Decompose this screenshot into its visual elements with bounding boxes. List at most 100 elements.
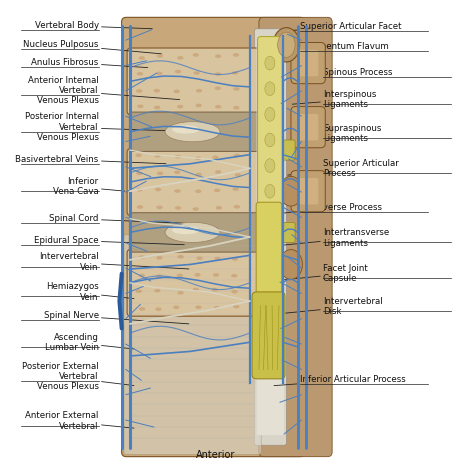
Ellipse shape: [177, 53, 183, 57]
Ellipse shape: [197, 274, 203, 278]
Ellipse shape: [136, 155, 142, 158]
Ellipse shape: [135, 87, 142, 91]
Ellipse shape: [139, 107, 145, 110]
Ellipse shape: [165, 222, 220, 243]
Ellipse shape: [138, 289, 145, 293]
Ellipse shape: [280, 176, 302, 206]
Text: Transverse Process: Transverse Process: [274, 203, 382, 214]
Ellipse shape: [156, 173, 163, 177]
Ellipse shape: [215, 305, 221, 308]
Text: Interspinous
Ligaments: Interspinous Ligaments: [292, 90, 376, 109]
Ellipse shape: [213, 255, 219, 259]
Ellipse shape: [231, 89, 237, 92]
Ellipse shape: [211, 70, 218, 74]
FancyBboxPatch shape: [259, 140, 295, 160]
Ellipse shape: [233, 155, 239, 158]
Ellipse shape: [155, 189, 162, 193]
Ellipse shape: [155, 69, 161, 73]
Ellipse shape: [235, 55, 241, 58]
FancyBboxPatch shape: [256, 202, 282, 309]
FancyBboxPatch shape: [127, 149, 263, 216]
FancyBboxPatch shape: [255, 29, 286, 445]
Ellipse shape: [215, 290, 221, 293]
Text: Epidural Space: Epidural Space: [34, 236, 184, 245]
Ellipse shape: [235, 71, 241, 75]
Ellipse shape: [174, 103, 181, 107]
Ellipse shape: [215, 189, 222, 192]
Ellipse shape: [176, 89, 182, 93]
Ellipse shape: [193, 173, 200, 176]
Text: Posterior External
Vertebral
Venous Plexus: Posterior External Vertebral Venous Plex…: [22, 362, 134, 392]
Ellipse shape: [176, 255, 182, 259]
Text: Facet Joint
Capsule: Facet Joint Capsule: [279, 264, 368, 283]
FancyBboxPatch shape: [259, 222, 295, 243]
Text: Spinous Process: Spinous Process: [292, 68, 392, 77]
Text: Spinal Cord: Spinal Cord: [49, 214, 184, 223]
Ellipse shape: [137, 55, 143, 59]
Ellipse shape: [174, 272, 181, 276]
Ellipse shape: [194, 254, 201, 258]
Ellipse shape: [137, 308, 144, 311]
Text: Inferior
Vena Cava: Inferior Vena Cava: [53, 177, 125, 196]
Ellipse shape: [214, 87, 220, 91]
Ellipse shape: [273, 27, 300, 62]
Ellipse shape: [138, 172, 145, 175]
Ellipse shape: [194, 103, 201, 107]
Text: Anulus Fibrosus: Anulus Fibrosus: [31, 58, 148, 68]
Text: Intertransverse
Ligaments: Intertransverse Ligaments: [283, 228, 389, 247]
FancyBboxPatch shape: [291, 171, 325, 212]
Text: Basivertebral Veins: Basivertebral Veins: [16, 155, 166, 164]
Ellipse shape: [156, 53, 162, 56]
Text: Spinal Nerve: Spinal Nerve: [44, 311, 189, 324]
FancyBboxPatch shape: [127, 249, 263, 316]
Text: Inferior Articular Process: Inferior Articular Process: [274, 375, 406, 386]
Ellipse shape: [158, 288, 164, 292]
Ellipse shape: [197, 71, 203, 74]
Ellipse shape: [214, 274, 220, 277]
Text: Posterior Internal
Vertebral
Venous Plexus: Posterior Internal Vertebral Venous Plex…: [25, 112, 198, 142]
Ellipse shape: [278, 32, 295, 57]
Ellipse shape: [235, 190, 241, 193]
Ellipse shape: [154, 89, 161, 93]
FancyBboxPatch shape: [122, 18, 305, 456]
FancyBboxPatch shape: [297, 178, 319, 204]
Ellipse shape: [172, 125, 200, 134]
Ellipse shape: [232, 204, 238, 208]
Ellipse shape: [138, 206, 145, 210]
Ellipse shape: [173, 288, 180, 291]
Ellipse shape: [265, 159, 275, 173]
FancyBboxPatch shape: [259, 18, 332, 456]
Ellipse shape: [280, 250, 302, 279]
Ellipse shape: [235, 272, 241, 275]
Text: Nucleus Pulposus: Nucleus Pulposus: [23, 40, 162, 54]
Ellipse shape: [176, 307, 183, 310]
Ellipse shape: [235, 306, 241, 310]
Ellipse shape: [214, 172, 220, 176]
FancyBboxPatch shape: [129, 112, 260, 151]
Ellipse shape: [194, 56, 200, 60]
FancyBboxPatch shape: [124, 235, 261, 455]
Text: Intervertebral
Vein: Intervertebral Vein: [39, 253, 189, 272]
Text: Intervertebral
Disk: Intervertebral Disk: [269, 297, 383, 316]
Ellipse shape: [176, 207, 182, 211]
Ellipse shape: [265, 82, 275, 96]
Ellipse shape: [232, 256, 238, 260]
Ellipse shape: [165, 122, 220, 142]
Text: Ligamentum Flavum: Ligamentum Flavum: [274, 42, 389, 54]
Ellipse shape: [157, 207, 163, 211]
Text: Supraspinous
Ligaments: Supraspinous Ligaments: [297, 124, 382, 143]
FancyBboxPatch shape: [297, 114, 319, 140]
Text: Anterior Internal
Vertebral
Venous Plexus: Anterior Internal Vertebral Venous Plexu…: [28, 76, 180, 105]
Text: Anterior: Anterior: [196, 450, 235, 460]
Ellipse shape: [211, 53, 218, 56]
Ellipse shape: [138, 70, 144, 73]
FancyBboxPatch shape: [257, 36, 282, 218]
Ellipse shape: [215, 104, 221, 108]
Ellipse shape: [195, 289, 201, 293]
Ellipse shape: [175, 73, 181, 76]
Ellipse shape: [196, 205, 202, 208]
Ellipse shape: [136, 189, 142, 192]
Ellipse shape: [194, 188, 201, 192]
Ellipse shape: [196, 155, 202, 159]
Text: Ascending
Lumbar Vein: Ascending Lumbar Vein: [45, 333, 134, 352]
